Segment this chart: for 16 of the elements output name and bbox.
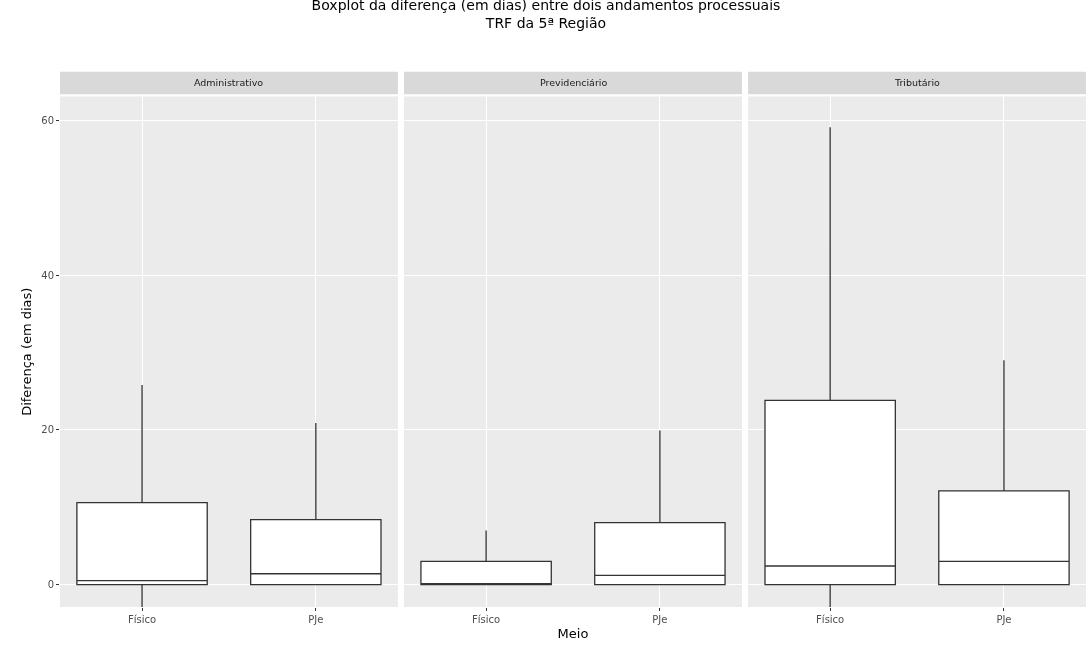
y-tick-label: 40 bbox=[41, 269, 54, 281]
x-tick-label: PJe bbox=[652, 614, 668, 625]
x-axis-title: Meio bbox=[557, 625, 589, 641]
x-tick-label: Físico bbox=[127, 614, 157, 625]
chart-subtitle: Previdenciário bbox=[540, 77, 608, 88]
x-tick-label: PJe bbox=[996, 614, 1012, 625]
x-tick-label: PJe bbox=[308, 614, 324, 625]
chart-subtitle: Tributário bbox=[894, 77, 941, 88]
y-tick-label: 60 bbox=[41, 114, 54, 126]
y-axis-title: Diferença (em dias) bbox=[19, 287, 35, 416]
y-tick-label: 20 bbox=[41, 424, 54, 436]
y-tick-label: 0 bbox=[47, 579, 54, 591]
x-tick-label: Físico bbox=[472, 614, 501, 625]
chart-subtitle: Administrativo bbox=[194, 77, 264, 88]
x-tick-label: Físico bbox=[816, 614, 845, 625]
text: Boxplot da diferença (em dias) entre dois andamentos processuais TRF da 5ª Região bbox=[311, 0, 781, 32]
